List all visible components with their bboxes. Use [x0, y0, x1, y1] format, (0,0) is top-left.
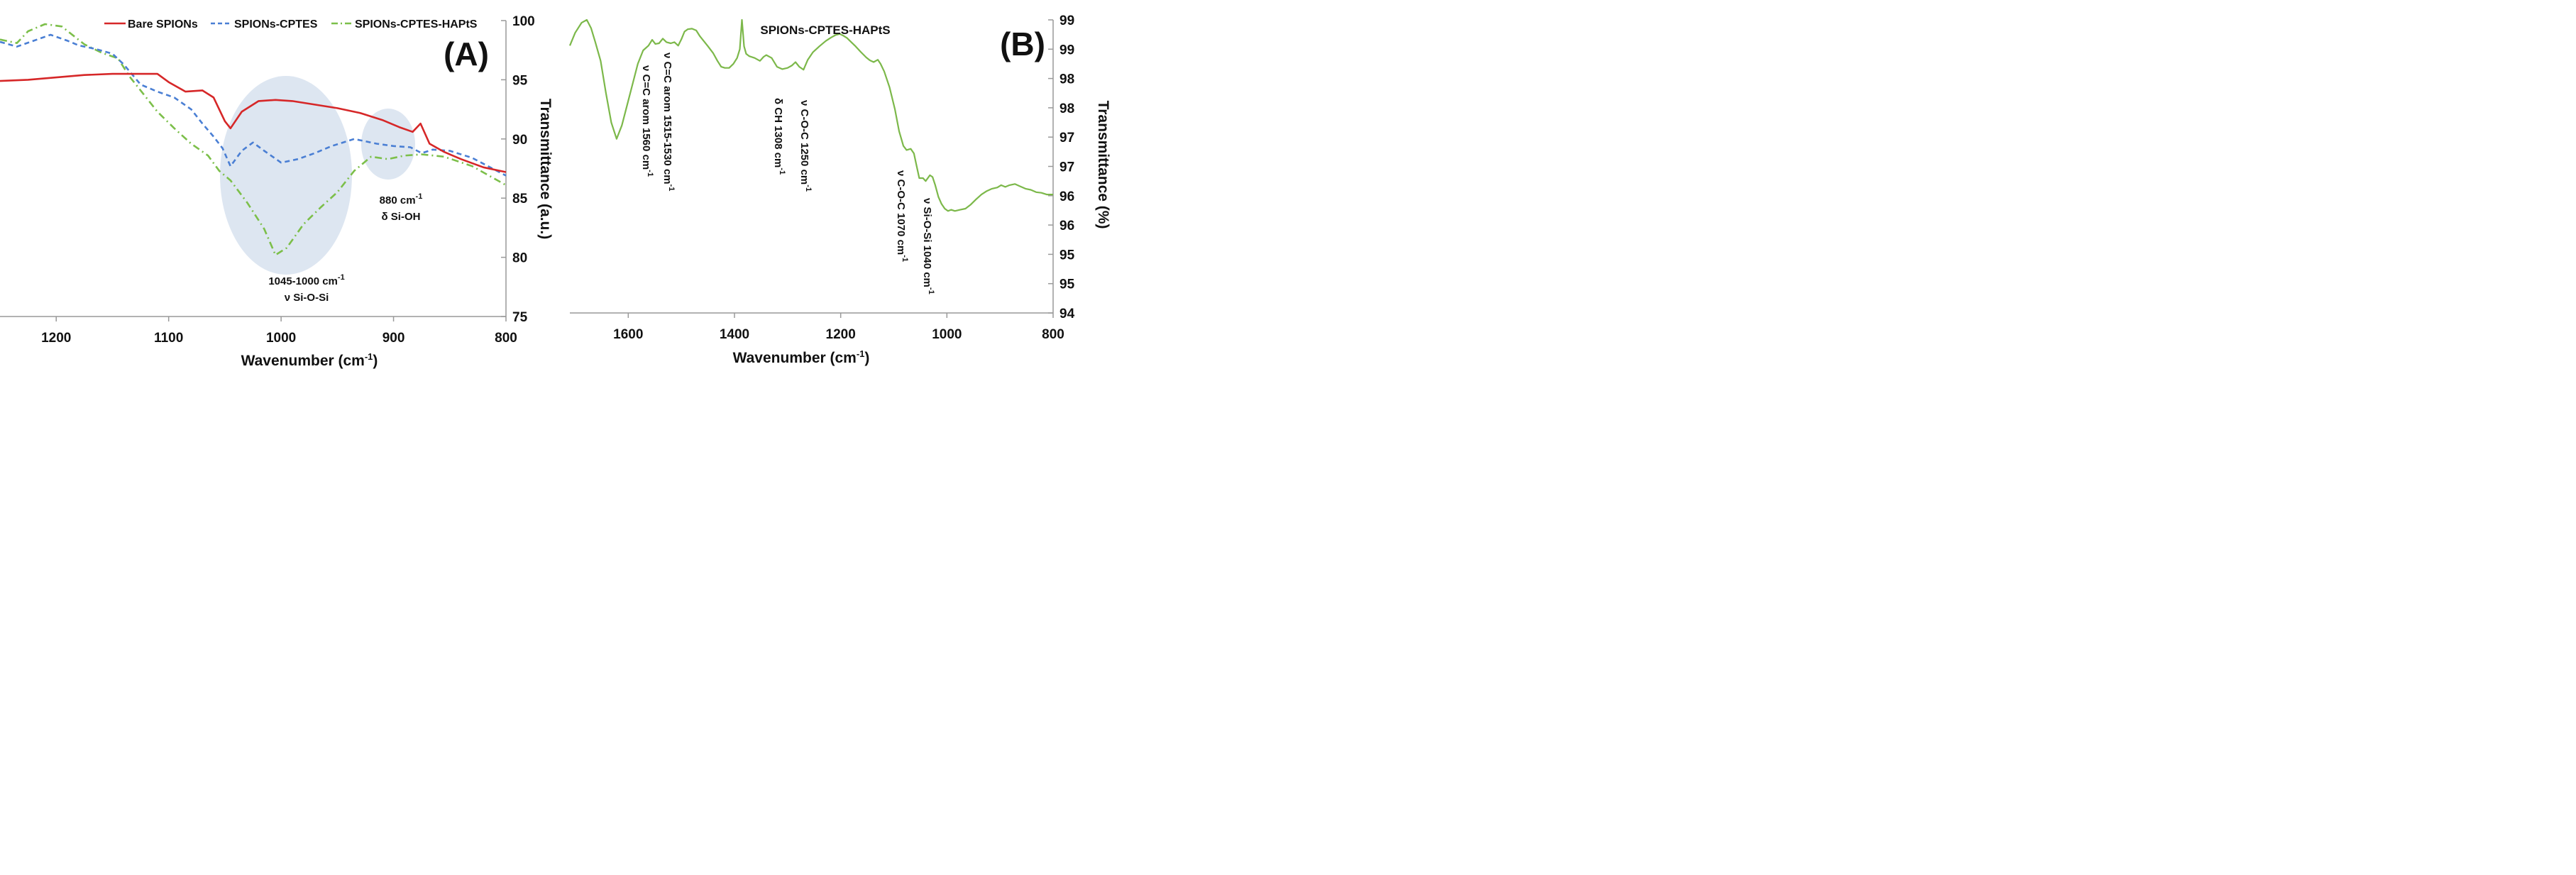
x-tick-label-a: 900: [382, 331, 405, 346]
y-tick-label-a: 75: [512, 310, 528, 325]
y-tick-labels-a: 75 80 85 90 95 100: [512, 14, 535, 325]
series-line-b: [568, 18, 1053, 212]
annotation-coc-1250: ν C-O-C 1250 cm-1: [798, 100, 813, 192]
y-tick-label-b: 97: [1059, 160, 1074, 175]
legend-a: Bare SPIONs SPIONs-CPTES SPIONs-CPTES-HA…: [104, 18, 478, 31]
highlight-ellipse-si-oh: [361, 109, 415, 180]
y-ticks-a: [501, 20, 506, 317]
legend-label-spions-cptes: SPIONs-CPTES: [234, 18, 318, 31]
x-tick-label-b: 1000: [932, 327, 962, 342]
panel-a: 1200 1100 1000 900 800 75 80 85 90 95 100 Wavenum…: [0, 14, 554, 369]
series-line-spions-cptes: [0, 33, 507, 177]
panel-label-b: (B): [1000, 26, 1045, 62]
series-group-a: [0, 23, 507, 256]
legend-label-spions-cptes-hapts: SPIONs-CPTES-HAPtS: [355, 18, 478, 31]
highlight-ellipse-si-o-si: [220, 76, 352, 275]
x-tick-labels-b: 1600 1400 1200 1000 800: [613, 327, 1064, 342]
annotation-si-o-si-1040: ν Si-O-Si 1040 cm-1: [921, 198, 935, 295]
annotation-cc-arom-1560: ν C=C arom 1560 cm-1: [640, 65, 654, 177]
x-tick-label-b: 1400: [720, 327, 749, 342]
annotation-si-o-si-mode: ν Si-O-Si: [285, 292, 329, 304]
y-tick-label-b: 99: [1059, 43, 1074, 57]
y-tick-label-a: 90: [512, 133, 527, 148]
x-tick-label-a: 800: [495, 331, 517, 346]
figure: 1200 1100 1000 900 800 75 80 85 90 95 100 Wavenum…: [0, 0, 1113, 378]
x-ticks-b: [627, 313, 1054, 318]
annotation-si-o-si-wavenumber: 1045-1000 cm-1: [268, 273, 344, 287]
y-tick-label-b: 99: [1059, 13, 1074, 28]
y-tick-label-a: 85: [512, 192, 528, 207]
annotation-si-oh-mode: δ Si-OH: [382, 211, 421, 223]
chart-title-b: SPIONs-CPTES-HAPtS: [760, 23, 890, 37]
x-axis-title-b: Wavenumber (cm-1): [733, 348, 870, 366]
figure-canvas: 1200 1100 1000 900 800 75 80 85 90 95 100 Wavenum…: [0, 13, 1111, 369]
y-tick-label-a: 100: [512, 14, 535, 29]
x-tick-label-a: 1100: [154, 331, 183, 346]
y-tick-label-b: 97: [1059, 131, 1074, 145]
annotation-coc-1070: ν C-O-C 1070 cm-1: [895, 170, 909, 262]
x-tick-label-b: 800: [1042, 327, 1064, 342]
y-tick-labels-b: 94 95 95 96 96 97 97 98 98 99 99: [1059, 13, 1075, 321]
y-tick-label-b: 98: [1059, 72, 1074, 87]
y-tick-label-b: 94: [1059, 307, 1075, 321]
series-group-b: [568, 18, 1053, 212]
y-tick-label-a: 80: [512, 251, 527, 266]
y-axis-title-b: Transmittance (%): [1095, 101, 1111, 229]
annotation-ch-1308: δ CH 1308 cm-1: [772, 98, 786, 175]
y-tick-label-b: 96: [1059, 219, 1074, 233]
x-tick-labels-a: 1200 1100 1000 900 800: [41, 331, 517, 346]
y-ticks-b: [1048, 19, 1053, 314]
panel-b: 1600 1400 1200 1000 800 94 95 95 96 96 97 97 98 98 99…: [568, 13, 1111, 366]
legend-label-bare-spions: Bare SPIONs: [128, 18, 198, 31]
panel-label-a: (A): [444, 35, 489, 72]
y-tick-label-b: 98: [1059, 101, 1074, 116]
annotation-cc-arom-1515-1530: ν C=C arom 1515-1530 cm-1: [661, 53, 676, 191]
y-tick-label-b: 95: [1059, 277, 1075, 292]
annotation-si-oh-wavenumber: 880 cm-1: [380, 192, 423, 207]
x-tick-label-a: 1200: [41, 331, 71, 346]
series-line-bare-spions: [0, 72, 507, 173]
x-tick-label-a: 1000: [266, 331, 296, 346]
y-axis-title-a: Transmittance (a.u.): [537, 99, 554, 239]
y-tick-label-b: 96: [1059, 189, 1074, 204]
x-ticks-a: [55, 317, 507, 321]
x-tick-label-b: 1200: [826, 327, 856, 342]
y-tick-label-a: 95: [512, 73, 528, 88]
x-axis-title-a: Wavenumber (cm-1): [241, 351, 378, 369]
series-line-spions-cptes-hapts: [0, 23, 507, 256]
x-tick-label-b: 1600: [613, 327, 643, 342]
y-tick-label-b: 95: [1059, 248, 1075, 263]
